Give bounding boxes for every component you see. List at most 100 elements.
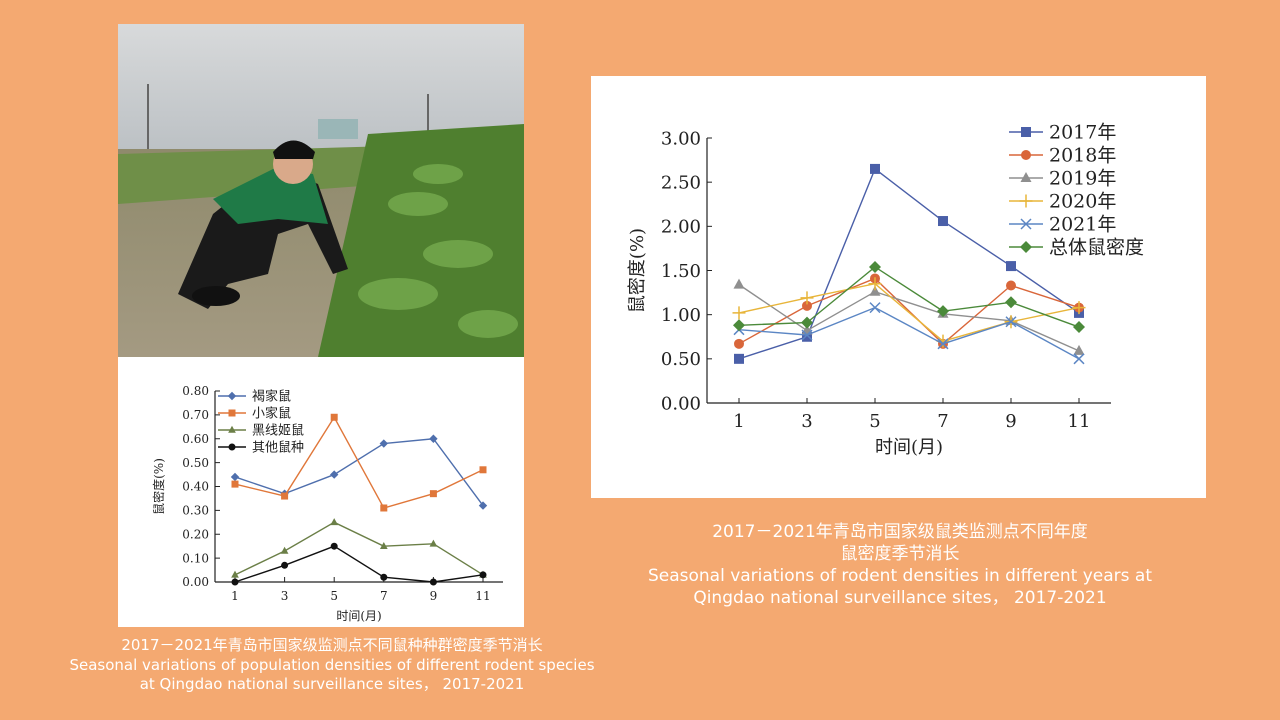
series-3	[231, 518, 487, 578]
y-tick-label: 0.20	[182, 527, 209, 541]
species-density-chart: 0.00 0.10 0.20 0.30 0.40 0.50 0.60 0.70 0.80 1 3 5 7…	[151, 384, 503, 623]
data-point	[479, 571, 487, 579]
x-tick-label: 11	[475, 589, 490, 603]
data-point	[281, 492, 289, 500]
yearly-density-chart-panel: 0.00 0.50 1.00 1.50 2.00 2.50 3.00 1 3 5 7 9 11 时间(月)…	[591, 76, 1206, 498]
series-line	[738, 167, 1080, 360]
legend-label: 其他鼠种	[252, 441, 304, 456]
series-line	[234, 521, 484, 576]
x-tick-label: 3	[801, 411, 812, 432]
caption-en-line1: Seasonal variations of population densit…	[69, 655, 595, 674]
caption-en-line1: Seasonal variations of rodent densities …	[647, 566, 1153, 587]
caption-zh: 2017－2021年青岛市国家级监测点不同鼠种种群密度季节消长	[121, 636, 543, 654]
y-tick-label: 0.80	[182, 384, 209, 398]
data-point	[801, 316, 813, 329]
data-point	[429, 539, 438, 547]
caption-zh-line1: 2017－2021年青岛市国家级鼠类监测点不同年度	[712, 522, 1088, 542]
y-axis-label: 鼠密度(%)	[151, 458, 166, 515]
data-point	[380, 573, 388, 581]
x-tick-label: 1	[733, 411, 744, 432]
legend-label: 2020年	[1049, 191, 1116, 213]
data-point	[281, 561, 289, 569]
x-tick-label: 1	[231, 589, 239, 603]
data-point	[1006, 280, 1016, 291]
y-axis-label: 鼠密度(%)	[627, 228, 648, 313]
data-point	[802, 331, 812, 342]
y-tick-label: 0.00	[661, 393, 701, 414]
data-point	[733, 319, 745, 332]
data-point	[231, 578, 239, 586]
y-tick-label: 0.50	[661, 349, 701, 370]
caption-en-line2: Qingdao national surveillance sites， 201…	[693, 588, 1107, 609]
legend-label: 2021年	[1049, 214, 1116, 236]
y-tick-label: 2.00	[661, 217, 701, 238]
legend-marker	[1020, 218, 1032, 230]
data-point	[1073, 353, 1085, 365]
data-point	[429, 578, 437, 586]
y-tick-label: 0.10	[182, 551, 209, 565]
data-point	[330, 413, 338, 421]
data-point	[732, 306, 746, 320]
legend-label: 总体鼠密度	[1049, 237, 1144, 259]
field-photo	[118, 24, 524, 357]
caption-zh-line2: 鼠密度季节消长	[840, 544, 960, 565]
caption-en-line2: at Qingdao national surveillance sites， …	[139, 675, 525, 693]
legend-label: 2017年	[1049, 122, 1116, 144]
data-point	[230, 472, 240, 482]
data-point	[733, 278, 745, 289]
y-tick-label: 0.30	[182, 504, 209, 518]
data-point	[280, 546, 289, 554]
data-point	[380, 504, 388, 512]
data-point	[379, 541, 388, 549]
x-axis-label: 时间(月)	[875, 437, 943, 458]
legend-label: 2019年	[1049, 168, 1116, 190]
x-tick-label: 11	[1068, 411, 1091, 432]
data-point	[429, 490, 437, 498]
series-4	[732, 277, 1086, 348]
series-2	[231, 413, 487, 512]
y-tick-label: 0.50	[182, 456, 209, 470]
x-tick-label: 5	[869, 411, 880, 432]
data-point	[734, 338, 744, 349]
x-tick-label: 7	[380, 589, 388, 603]
data-point	[479, 466, 487, 474]
y-tick-label: 1.50	[661, 261, 701, 282]
series-line	[738, 266, 1080, 328]
data-point	[1073, 344, 1085, 355]
y-tick-label: 0.00	[182, 575, 209, 589]
series-line	[234, 415, 484, 509]
data-point	[1006, 261, 1016, 272]
yearly-density-chart: 0.00 0.50 1.00 1.50 2.00 2.50 3.00 1 3 5 7 9 11 时间(月)…	[627, 122, 1144, 458]
legend-marker	[1021, 127, 1031, 137]
data-point	[869, 302, 881, 314]
data-point	[1073, 321, 1085, 334]
legend-marker	[228, 443, 236, 451]
x-tick-label: 5	[330, 589, 338, 603]
x-tick-label: 3	[281, 589, 289, 603]
data-point	[937, 338, 949, 350]
data-point	[869, 260, 881, 273]
y-tick-label: 1.00	[661, 305, 701, 326]
series-4	[231, 542, 487, 586]
data-point	[870, 163, 880, 174]
y-tick-label: 0.60	[182, 432, 209, 446]
legend-marker	[1020, 172, 1032, 182]
yearly-chart-caption: 2017－2021年青岛市国家级鼠类监测点不同年度 鼠密度季节消长 Season…	[600, 521, 1200, 609]
data-point	[231, 480, 239, 488]
data-point	[330, 518, 339, 526]
field-photo-illustration	[118, 24, 524, 357]
legend-label: 小家鼠	[252, 406, 291, 422]
series-6	[733, 260, 1085, 334]
data-point	[429, 434, 438, 443]
data-point	[800, 291, 814, 305]
legend-marker	[228, 425, 236, 433]
data-point	[1005, 316, 1017, 328]
legend-label: 黑线姬鼠	[252, 424, 304, 439]
species-chart-caption: 2017－2021年青岛市国家级监测点不同鼠种种群密度季节消长 Seasonal…	[40, 636, 624, 695]
series-2	[734, 273, 1084, 349]
x-tick-label: 9	[1005, 411, 1016, 432]
legend-marker	[228, 409, 236, 417]
data-point	[801, 329, 813, 341]
legend-marker	[1020, 241, 1032, 253]
